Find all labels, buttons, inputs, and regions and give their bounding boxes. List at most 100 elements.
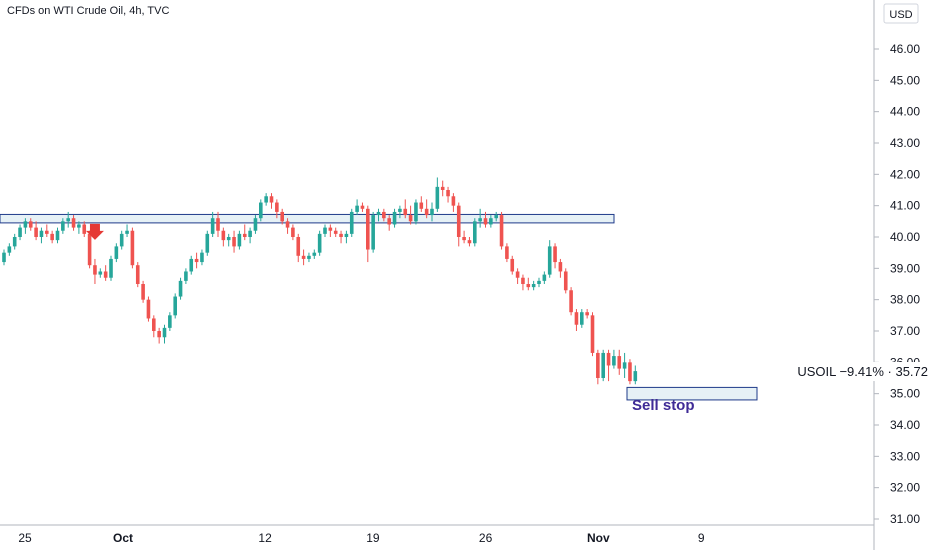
- currency-button-label[interactable]: USD: [889, 9, 912, 21]
- x-tick-label: 26: [479, 531, 493, 545]
- candle-body: [28, 221, 33, 228]
- candle-body: [93, 265, 97, 275]
- candle-body: [275, 202, 279, 212]
- price-tag-background: [775, 362, 932, 381]
- x-tick-label: 25: [18, 531, 32, 545]
- candle-body: [574, 312, 579, 325]
- candle-body: [39, 230, 44, 237]
- candle-body: [162, 327, 167, 338]
- candle-body: [424, 208, 429, 216]
- candle-body: [264, 196, 268, 203]
- candle-body: [339, 233, 343, 237]
- x-tick-label: 9: [698, 531, 705, 545]
- candle-body: [125, 230, 129, 234]
- candle-body: [114, 246, 119, 259]
- x-axis-ticks[interactable]: 25 Oct 12 19 26 Nov 9: [18, 531, 705, 545]
- candle-body: [596, 352, 600, 378]
- candle-body: [157, 331, 161, 338]
- y-tick-label: 41.00: [890, 199, 920, 213]
- x-tick-label: 19: [366, 531, 380, 545]
- candle-body: [18, 227, 22, 237]
- candle-body: [333, 230, 338, 234]
- candle-body: [50, 233, 54, 241]
- candle-body: [7, 246, 12, 253]
- candle-body: [291, 227, 295, 237]
- candle-body: [542, 274, 547, 281]
- candle-body: [317, 233, 322, 253]
- down-arrow-icon: [85, 223, 104, 240]
- candle-body: [435, 186, 440, 209]
- y-tick-label: 39.00: [890, 261, 920, 275]
- y-tick-label: 35.00: [890, 387, 920, 401]
- candle-body: [61, 221, 65, 231]
- sell-stop-label: Sell stop: [632, 397, 695, 414]
- candle-body: [323, 227, 327, 234]
- candle-body: [173, 296, 177, 316]
- candle-body: [414, 202, 418, 222]
- candle-body: [189, 258, 194, 272]
- candle-body: [590, 315, 595, 353]
- candle-body: [483, 218, 488, 225]
- zones-layer: [0, 213, 758, 401]
- candle-body: [526, 284, 531, 288]
- y-tick-label: 44.00: [890, 105, 920, 119]
- candle-body: [23, 221, 28, 228]
- candle-body: [473, 221, 477, 244]
- currency-button[interactable]: USD: [883, 3, 919, 24]
- candle-body: [34, 227, 38, 237]
- candle-body: [456, 205, 461, 237]
- candle-body: [280, 211, 284, 222]
- resistance-zone: [0, 213, 615, 224]
- candle-body: [628, 362, 632, 382]
- candle-body: [382, 211, 386, 219]
- candle-body: [135, 265, 140, 284]
- candle-body: [2, 252, 6, 263]
- y-axis-ticks[interactable]: 46.00 45.00 44.00 43.00 42.00 41.00 40.00 39.00…: [874, 42, 920, 526]
- candle-body: [55, 230, 60, 241]
- candle-body: [130, 230, 135, 266]
- candle-body: [307, 255, 311, 259]
- candle-body: [521, 277, 525, 284]
- candle-body: [569, 290, 573, 313]
- y-tick-label: 34.00: [890, 418, 920, 432]
- y-tick-label: 40.00: [890, 230, 920, 244]
- candle-body: [146, 299, 151, 319]
- candle-body: [419, 202, 424, 209]
- y-tick-label: 31.00: [890, 512, 920, 526]
- candle-body: [205, 233, 210, 253]
- y-tick-label: 38.00: [890, 293, 920, 307]
- candle-body: [184, 271, 188, 281]
- candle-body: [499, 215, 504, 247]
- candle-body: [505, 246, 509, 259]
- candle-body: [601, 352, 605, 378]
- candle-body: [194, 258, 199, 263]
- price-tag: USOIL −9.41% · 35.72: [775, 362, 932, 381]
- candle-body: [66, 218, 70, 222]
- candle-body: [109, 258, 113, 278]
- candle-body: [371, 215, 375, 250]
- candle-body: [216, 218, 220, 231]
- candle-body: [152, 318, 156, 331]
- candle-body: [242, 233, 247, 237]
- candle-body: [558, 262, 563, 272]
- candle-body: [312, 252, 317, 256]
- candle-body: [547, 246, 552, 275]
- candle-body: [451, 196, 456, 206]
- candle-body: [617, 356, 622, 369]
- candle-body: [355, 205, 359, 212]
- candle-body: [387, 218, 391, 225]
- candle-body: [253, 218, 258, 231]
- y-tick-label: 32.00: [890, 481, 920, 495]
- candle-body: [349, 211, 354, 234]
- candle-body: [408, 215, 413, 222]
- candles-layer: [2, 177, 638, 385]
- candle-body: [403, 208, 408, 216]
- candle-body: [366, 208, 370, 250]
- currency-button-frame[interactable]: [883, 3, 919, 24]
- x-tick-label: Nov: [587, 531, 610, 545]
- candle-body: [200, 252, 204, 263]
- x-tick-label: Oct: [113, 531, 133, 545]
- candle-body: [248, 230, 252, 237]
- candle-body: [515, 271, 520, 278]
